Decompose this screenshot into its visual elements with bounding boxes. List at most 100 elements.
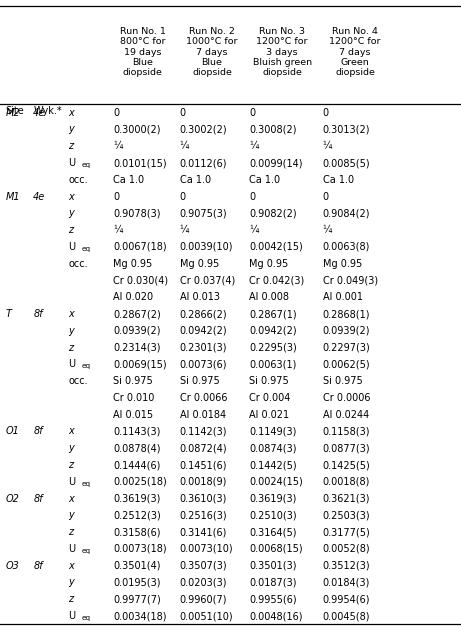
Text: Mg 0.95: Mg 0.95 [113, 258, 152, 269]
Text: 0.3621(3): 0.3621(3) [323, 494, 370, 504]
Text: O3: O3 [6, 561, 19, 571]
Text: y: y [68, 578, 74, 588]
Text: 8f: 8f [33, 309, 43, 319]
Text: 0.9977(7): 0.9977(7) [113, 594, 161, 604]
Text: 0: 0 [113, 107, 119, 118]
Text: Run No. 4
1200°C for
7 days
Green
diopside: Run No. 4 1200°C for 7 days Green diopsi… [329, 27, 381, 78]
Text: ¼: ¼ [249, 225, 259, 235]
Text: M2: M2 [6, 107, 20, 118]
Text: 0.1142(3): 0.1142(3) [180, 427, 227, 437]
Text: z: z [68, 225, 73, 235]
Text: Cr 0.037(4): Cr 0.037(4) [180, 276, 235, 286]
Text: Ca 1.0: Ca 1.0 [180, 175, 211, 185]
Text: O1: O1 [6, 427, 19, 437]
Text: 0.0073(6): 0.0073(6) [180, 360, 227, 369]
Text: 0.2867(2): 0.2867(2) [113, 309, 161, 319]
Text: 0: 0 [180, 191, 186, 202]
Text: 0.0085(5): 0.0085(5) [323, 158, 370, 168]
Text: 0.0184(3): 0.0184(3) [323, 578, 370, 588]
Text: Mg 0.95: Mg 0.95 [323, 258, 362, 269]
Text: 0.3501(4): 0.3501(4) [113, 561, 160, 571]
Text: eq: eq [82, 363, 91, 369]
Text: 0.0195(3): 0.0195(3) [113, 578, 160, 588]
Text: occ.: occ. [68, 258, 88, 269]
Text: Al 0.0244: Al 0.0244 [323, 410, 369, 420]
Text: 0.3002(2): 0.3002(2) [180, 125, 227, 135]
Text: y: y [68, 209, 74, 218]
Text: ¼: ¼ [113, 141, 123, 151]
Text: Ca 1.0: Ca 1.0 [113, 175, 144, 185]
Text: 0.3000(2): 0.3000(2) [113, 125, 160, 135]
Text: 0.0187(3): 0.0187(3) [249, 578, 296, 588]
Text: 0.0052(8): 0.0052(8) [323, 544, 370, 554]
Text: x: x [68, 494, 74, 504]
Text: 0.3013(2): 0.3013(2) [323, 125, 370, 135]
Text: Al 0.015: Al 0.015 [113, 410, 153, 420]
Text: x: x [68, 309, 74, 319]
Text: x: x [68, 191, 74, 202]
Text: y: y [68, 443, 74, 453]
Text: 0.0069(15): 0.0069(15) [113, 360, 166, 369]
Text: z: z [68, 343, 73, 353]
Text: 0.0045(8): 0.0045(8) [323, 611, 370, 621]
Text: 0.0018(9): 0.0018(9) [180, 477, 227, 487]
Text: 0.0112(6): 0.0112(6) [180, 158, 227, 168]
Text: Si 0.975: Si 0.975 [249, 376, 289, 386]
Text: z: z [68, 141, 73, 151]
Text: 0.9084(2): 0.9084(2) [323, 209, 370, 218]
Text: ¼: ¼ [180, 225, 189, 235]
Text: 0.2512(3): 0.2512(3) [113, 511, 161, 520]
Text: 0: 0 [113, 191, 119, 202]
Text: 0.0063(1): 0.0063(1) [249, 360, 296, 369]
Text: O2: O2 [6, 494, 19, 504]
Text: U: U [68, 544, 75, 554]
Text: 0.3619(3): 0.3619(3) [113, 494, 160, 504]
Text: ¼: ¼ [180, 141, 189, 151]
Text: 0.9075(3): 0.9075(3) [180, 209, 227, 218]
Text: Mg 0.95: Mg 0.95 [249, 258, 288, 269]
Text: 0.3507(3): 0.3507(3) [180, 561, 227, 571]
Text: 0.0067(18): 0.0067(18) [113, 242, 166, 252]
Text: 0: 0 [323, 191, 329, 202]
Text: 0.1149(3): 0.1149(3) [249, 427, 296, 437]
Text: 0.0942(2): 0.0942(2) [180, 325, 227, 336]
Text: Al 0.001: Al 0.001 [323, 292, 363, 302]
Text: Cr 0.0066: Cr 0.0066 [180, 393, 227, 403]
Text: 0.1425(5): 0.1425(5) [323, 460, 371, 470]
Text: 0.3512(3): 0.3512(3) [323, 561, 370, 571]
Text: 0.0877(3): 0.0877(3) [323, 443, 370, 453]
Text: z: z [68, 527, 73, 537]
Text: 0.3164(5): 0.3164(5) [249, 527, 296, 537]
Text: 0.0048(16): 0.0048(16) [249, 611, 302, 621]
Text: 0.0039(10): 0.0039(10) [180, 242, 233, 252]
Text: 0.1444(6): 0.1444(6) [113, 460, 160, 470]
Text: 0.3158(6): 0.3158(6) [113, 527, 160, 537]
Text: 0.0939(2): 0.0939(2) [113, 325, 160, 336]
Text: Mg 0.95: Mg 0.95 [180, 258, 219, 269]
Text: 0.0203(3): 0.0203(3) [180, 578, 227, 588]
Text: Ca 1.0: Ca 1.0 [323, 175, 354, 185]
Text: Cr 0.0006: Cr 0.0006 [323, 393, 370, 403]
Text: Cr 0.049(3): Cr 0.049(3) [323, 276, 378, 286]
Text: Cr 0.030(4): Cr 0.030(4) [113, 276, 168, 286]
Text: occ.: occ. [68, 175, 88, 185]
Text: y: y [68, 325, 74, 336]
Text: 4e: 4e [33, 191, 46, 202]
Text: x: x [68, 107, 74, 118]
Text: M1: M1 [6, 191, 20, 202]
Text: 0.2314(3): 0.2314(3) [113, 343, 160, 353]
Text: 0.0063(8): 0.0063(8) [323, 242, 370, 252]
Text: Run No. 3
1200°C for
3 days
Bluish green
diopside: Run No. 3 1200°C for 3 days Bluish green… [253, 27, 312, 78]
Text: 0.2301(3): 0.2301(3) [180, 343, 227, 353]
Text: U: U [68, 360, 75, 369]
Text: 0.1143(3): 0.1143(3) [113, 427, 160, 437]
Text: 0: 0 [323, 107, 329, 118]
Text: z: z [68, 460, 73, 470]
Text: Run No. 2
1000°C for
7 days
Blue
diopside: Run No. 2 1000°C for 7 days Blue diopsid… [186, 27, 238, 78]
Text: 0.3501(3): 0.3501(3) [249, 561, 296, 571]
Text: 0.0942(2): 0.0942(2) [249, 325, 296, 336]
Text: Al 0.020: Al 0.020 [113, 292, 153, 302]
Text: 0.9955(6): 0.9955(6) [249, 594, 296, 604]
Text: 0.0073(10): 0.0073(10) [180, 544, 233, 554]
Text: 0.9082(2): 0.9082(2) [249, 209, 296, 218]
